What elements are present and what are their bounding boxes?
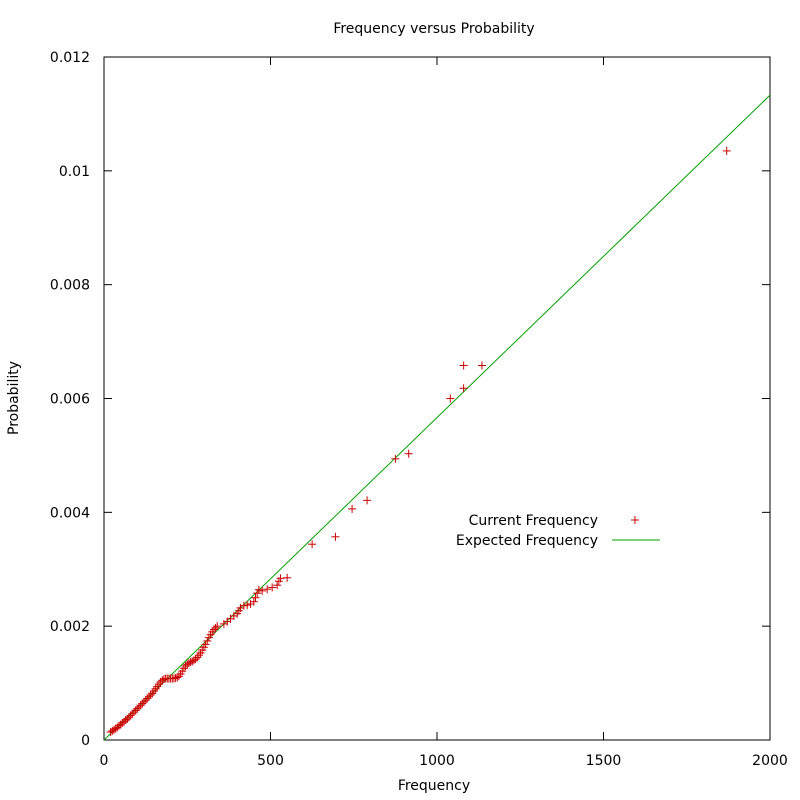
data-point (243, 601, 252, 610)
data-point (146, 691, 155, 700)
data-point (263, 585, 272, 594)
data-point (106, 728, 115, 737)
legend-label-expected-frequency: Expected Frequency (456, 533, 598, 549)
data-point (258, 586, 267, 595)
data-point (276, 574, 285, 583)
data-point (249, 597, 258, 606)
x-tick-label: 1500 (586, 753, 622, 769)
data-point (184, 659, 193, 668)
data-point (348, 504, 357, 513)
legend-plus-marker (631, 516, 639, 524)
data-point (213, 622, 222, 631)
data-point (154, 680, 163, 689)
data-point (133, 704, 142, 713)
data-point (171, 673, 180, 682)
data-point (158, 676, 167, 685)
plot-border (103, 56, 771, 741)
x-tick-labels: 0 500 1000 1500 2000 (100, 753, 788, 769)
expected-frequency-line (103, 94, 771, 741)
data-point (203, 636, 212, 645)
data-point (144, 692, 153, 701)
y-axis-label: Probability (6, 361, 22, 435)
legend: Current Frequency Expected Frequency (456, 513, 660, 549)
data-point (131, 706, 140, 715)
data-point (404, 449, 413, 458)
data-point (186, 658, 195, 667)
legend-marker-current-frequency (631, 516, 639, 524)
data-point (239, 601, 248, 610)
y-tick-label: 0 (81, 733, 90, 749)
data-point (141, 696, 150, 705)
data-point (446, 394, 455, 403)
data-point (209, 625, 218, 634)
plot-frame (103, 56, 771, 741)
data-point (151, 684, 160, 693)
data-point (128, 709, 137, 718)
x-tick-label: 2000 (752, 753, 788, 769)
data-point (159, 675, 168, 684)
data-point (134, 702, 143, 711)
data-point (126, 711, 135, 720)
data-point (331, 532, 340, 541)
x-tick-label: 1000 (419, 753, 455, 769)
data-point (139, 697, 148, 706)
data-point (136, 701, 145, 710)
legend-label-current-frequency: Current Frequency (469, 513, 598, 529)
y-tick-label: 0.004 (50, 505, 90, 521)
data-point (251, 593, 260, 602)
data-point (174, 672, 183, 681)
x-tick-label: 0 (100, 753, 109, 769)
data-point (363, 496, 372, 505)
data-point (201, 640, 210, 649)
data-point (391, 454, 400, 463)
y-tick-label: 0.006 (50, 392, 90, 408)
y-tick-label: 0.002 (50, 619, 90, 635)
data-point (273, 581, 282, 590)
data-point (153, 682, 162, 691)
y-tick-labels: 0 0.002 0.004 0.006 0.008 0.01 0.012 (50, 50, 90, 749)
data-point (169, 674, 178, 683)
data-point (459, 384, 468, 393)
x-tick-label: 500 (257, 753, 284, 769)
data-point (129, 708, 138, 717)
tick-marks (103, 56, 771, 741)
y-tick-label: 0.008 (50, 278, 90, 294)
data-point (138, 699, 147, 708)
data-point (191, 655, 200, 664)
data-point (722, 146, 731, 155)
data-point (283, 573, 292, 582)
y-tick-label: 0.01 (59, 164, 90, 180)
data-point (254, 585, 263, 594)
data-point (268, 583, 277, 592)
data-point (194, 651, 203, 660)
expected-frequency-line-layer (103, 94, 771, 741)
data-point (253, 589, 262, 598)
data-point (211, 623, 220, 632)
data-point (143, 694, 152, 703)
data-point (108, 726, 117, 735)
data-point (124, 713, 133, 722)
current-frequency-points (106, 146, 731, 737)
data-point (123, 714, 132, 723)
data-point (173, 673, 182, 682)
data-point (477, 361, 486, 370)
y-tick-label: 0.012 (50, 50, 90, 66)
data-point (459, 361, 468, 370)
data-point (308, 540, 317, 549)
x-axis-label: Frequency (398, 778, 470, 794)
chart-title: Frequency versus Probability (333, 21, 534, 37)
